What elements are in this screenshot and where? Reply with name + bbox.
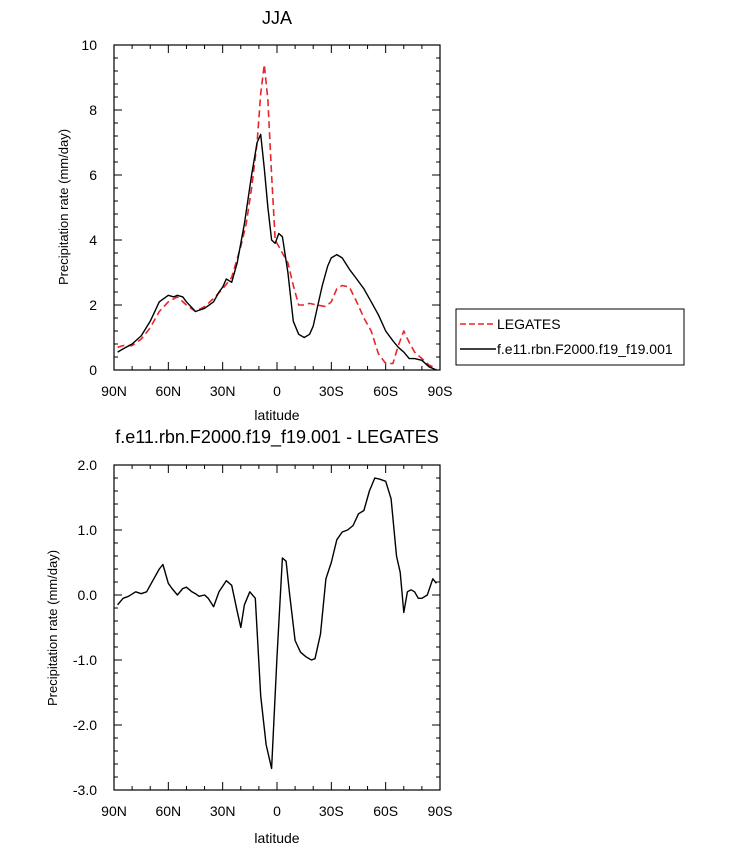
bottom-x-tick-label: 30S (319, 803, 344, 819)
bottom-x-tick-label: 90S (428, 803, 453, 819)
bottom-chart-y-axis-label: Precipitation rate (mm/day) (45, 550, 60, 706)
top-y-tick-label: 4 (89, 232, 97, 248)
top-series-line-legates (117, 63, 437, 370)
bottom-x-tick-label: 30N (210, 803, 236, 819)
bottom-chart-plot-area: 90N 60N 30N 0 30S 60S 90S 2.0 1.0 0.0 -1.0 -2.0 -3.0 (73, 457, 453, 819)
bottom-x-tick-label: 90N (101, 803, 127, 819)
top-chart-legend: LEGATES f.e11.rbn.F2000.f19_f19.001 (455, 308, 685, 366)
top-y-tick-label: 10 (81, 37, 97, 53)
top-x-tick-label: 90N (101, 383, 127, 399)
top-chart-x-axis-label: latitude (254, 407, 299, 423)
top-y-tick-label: 6 (89, 167, 97, 183)
top-x-tick-label: 30N (210, 383, 236, 399)
top-y-tick-label: 8 (89, 102, 97, 118)
bottom-y-tick-label: 0.0 (78, 587, 98, 603)
top-chart-title: JJA (262, 8, 292, 28)
bottom-plot-frame (113, 464, 441, 791)
bottom-y-tick-label: -3.0 (73, 782, 97, 798)
top-x-tick-label: 90S (428, 383, 453, 399)
top-x-tick-label: 30S (319, 383, 344, 399)
bottom-x-tick-label: 0 (273, 803, 281, 819)
top-x-tick-label: 60S (373, 383, 398, 399)
top-plot-frame (113, 44, 441, 371)
bottom-chart: f.e11.rbn.F2000.f19_f19.001 - LEGATES 90… (45, 427, 452, 846)
bottom-y-tick-label: -2.0 (73, 717, 97, 733)
top-chart-y-axis-label: Precipitation rate (mm/day) (56, 129, 71, 285)
top-chart-plot-area: 90N 60N 30N 0 30S 60S 90S 0 2 4 6 8 10 (81, 37, 452, 399)
top-x-tick-label: 60N (155, 383, 181, 399)
top-x-tick-label: 0 (273, 383, 281, 399)
top-y-tick-label: 0 (89, 362, 97, 378)
bottom-x-tick-label: 60S (373, 803, 398, 819)
bottom-series-line-difference (117, 477, 437, 770)
bottom-y-tick-label: 2.0 (78, 457, 98, 473)
bottom-y-tick-label: -1.0 (73, 652, 97, 668)
bottom-chart-x-axis-label: latitude (254, 830, 299, 846)
top-y-tick-label: 2 (89, 297, 97, 313)
legend-label-legates: LEGATES (497, 316, 561, 332)
bottom-chart-title: f.e11.rbn.F2000.f19_f19.001 - LEGATES (115, 427, 439, 448)
legend-box (455, 308, 685, 366)
legend-label-model: f.e11.rbn.F2000.f19_f19.001 (497, 341, 673, 357)
bottom-x-tick-label: 60N (155, 803, 181, 819)
top-series-line-model (117, 133, 437, 371)
bottom-y-tick-label: 1.0 (78, 522, 98, 538)
